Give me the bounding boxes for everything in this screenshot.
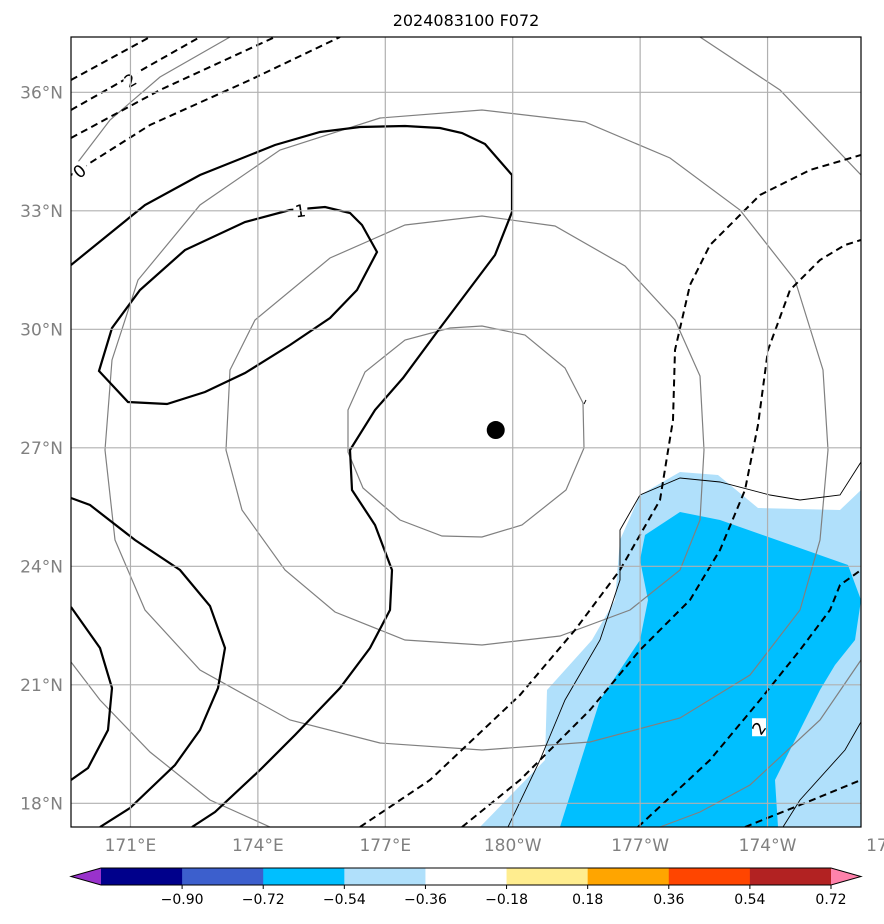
gridlines — [71, 37, 861, 827]
colorbar-segment — [101, 868, 183, 885]
lon-tick-label: 171°W — [866, 836, 884, 856]
colorbar-segment — [668, 868, 751, 885]
chart-title: 2024083100 F072 — [393, 11, 540, 30]
colorbar-tick-label: −0.72 — [242, 892, 285, 908]
gray-contour-2 — [225, 215, 705, 646]
dashed-contour-nw-1 — [71, 37, 151, 81]
colorbar-segment — [506, 868, 589, 885]
colorbar-tick-label: 0.18 — [572, 892, 603, 908]
lat-tick-label: 18°N — [20, 794, 63, 814]
lon-tick-label: 180°W — [484, 836, 542, 856]
lat-tick-label: 24°N — [20, 557, 63, 577]
colorbar-extend-low — [71, 868, 101, 885]
lon-tick-labels: 171°E 174°E 177°E 180°W 177°W 174°W 171°W — [105, 836, 884, 856]
contour-label-bg — [72, 161, 87, 180]
contour-label: 1 — [294, 201, 308, 222]
solid-contour-sw-1 — [71, 496, 227, 827]
colorbar-tick-label: 0.72 — [815, 892, 846, 908]
lon-tick-label: 171°E — [105, 836, 157, 856]
solid-contour-main — [71, 124, 514, 827]
lat-tick-label: 36°N — [20, 83, 63, 103]
colorbar-segment — [749, 868, 832, 885]
colorbar-extend-high — [831, 868, 861, 885]
center-marker — [486, 421, 505, 440]
colorbar-tick-label: −0.54 — [323, 892, 366, 908]
dashed-contour-se-4 — [744, 779, 861, 827]
lat-tick-label: 27°N — [20, 439, 63, 459]
gray-contour-4 — [71, 37, 861, 827]
lon-tick-label: 177°E — [359, 836, 411, 856]
colorbar-segment — [263, 868, 345, 885]
dashed-contour-se-2 — [461, 239, 861, 827]
solid-contours — [71, 124, 514, 827]
colorbar: −0.90 −0.72 −0.54 −0.36 −0.18 0.18 0.36 0.54 0.7… — [69, 867, 863, 908]
lat-tick-labels: 18°N 21°N 24°N 27°N 30°N 33°N 36°N — [20, 83, 63, 814]
colorbar-tick-label: 0.54 — [734, 892, 765, 908]
colorbar-segment — [587, 868, 670, 885]
colorbar-outline — [69, 867, 863, 886]
solid-contour-inner — [97, 205, 379, 406]
contour-label-bg — [293, 200, 308, 219]
colorbar-segment — [425, 868, 508, 885]
colorbar-tick-label: 0.36 — [653, 892, 684, 908]
dashed-contour-nw-4 — [71, 37, 341, 176]
gray-contour-3 — [104, 109, 829, 751]
colorbar-tick-label: −0.18 — [485, 892, 528, 908]
lon-tick-label: 177°W — [611, 836, 669, 856]
lon-tick-label: 174°W — [739, 836, 797, 856]
colorbar-segment — [344, 868, 426, 885]
dashed-contour-se-1 — [359, 154, 861, 827]
dashed-contour-se-3 — [637, 569, 861, 827]
dashed-contour-nw-3 — [71, 37, 276, 139]
colorbar-tick-label: −0.90 — [161, 892, 204, 908]
solid-contour-sw-2 — [71, 606, 114, 781]
map-frame — [70, 36, 862, 828]
lon-tick-label: 174°E — [232, 836, 284, 856]
lat-tick-label: 30°N — [20, 320, 63, 340]
colorbar-segment — [182, 868, 264, 885]
contour-label-bg — [752, 718, 767, 737]
colorbar-tick-label: −0.36 — [404, 892, 447, 908]
shading-deep-sky-blue — [560, 512, 861, 827]
lat-tick-label: 21°N — [20, 676, 63, 696]
lat-tick-label: 33°N — [20, 202, 63, 222]
